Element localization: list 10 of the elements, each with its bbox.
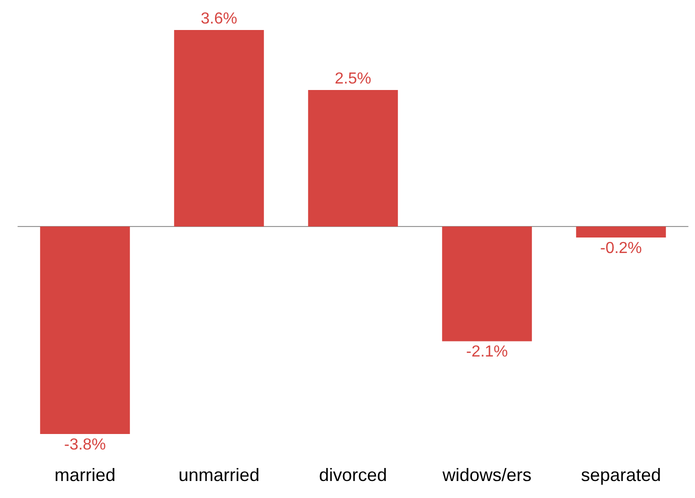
x-tick-label: unmarried <box>178 465 260 485</box>
x-tick-label: divorced <box>318 465 388 485</box>
data-label: 3.6% <box>200 10 238 28</box>
data-label: -3.8% <box>64 436 106 454</box>
x-tick-label: widows/ers <box>441 465 532 485</box>
data-label: -2.1% <box>466 344 508 361</box>
data-label: -0.2% <box>600 240 642 257</box>
x-tick-label: separated <box>580 465 662 485</box>
x-tick-label: married <box>54 465 116 485</box>
data-label: 2.5% <box>334 70 372 88</box>
